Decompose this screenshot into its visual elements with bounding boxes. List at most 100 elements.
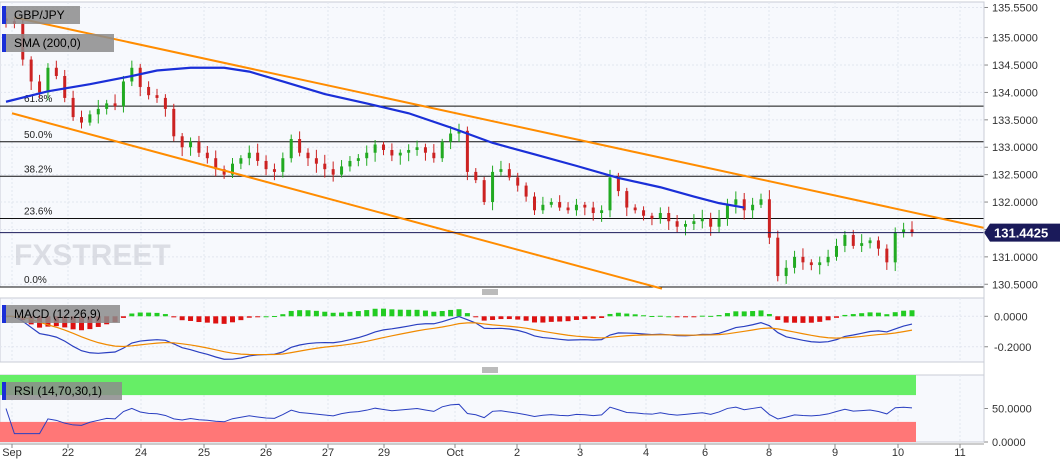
candle-body [541, 204, 545, 211]
candle [566, 202, 570, 214]
candle-body [751, 204, 755, 211]
candle-body [163, 97, 167, 109]
candle-body [314, 158, 318, 164]
macd-hist-bar [590, 316, 596, 319]
macd-hist-bar [397, 309, 403, 317]
candle-body [130, 67, 134, 82]
candle [667, 206, 671, 230]
y-tick-label: 133.5000 [992, 115, 1038, 127]
symbol-label: GBP/JPY [2, 6, 80, 24]
candle [130, 60, 134, 87]
macd-hist-bar [909, 310, 915, 317]
candle [675, 215, 679, 233]
candle-body [675, 221, 679, 227]
macd-hist-bar [741, 311, 747, 317]
candle [835, 238, 838, 261]
candle-body [767, 199, 771, 238]
candle-body [440, 141, 444, 159]
rsi-overbought-band [0, 375, 916, 396]
macd-panel [0, 297, 985, 363]
x-tick-label: 2 [514, 447, 520, 459]
candle-body [742, 199, 746, 211]
macd-hist-bar [850, 314, 856, 317]
candle [608, 169, 612, 218]
candle [507, 163, 511, 181]
macd-hist-bar [624, 313, 630, 317]
macd-hist-bar [691, 316, 697, 318]
candle [742, 192, 746, 220]
panel-label-bg [2, 6, 80, 24]
candle-body [591, 207, 595, 214]
rsi-oversold-band [0, 421, 916, 442]
candle [121, 75, 125, 113]
macd-hist-bar [79, 316, 84, 331]
fib-label: 23.6% [24, 206, 52, 217]
candle-body [239, 158, 243, 164]
macd-hist-bar [464, 313, 470, 317]
macd-hist-bar [179, 316, 185, 321]
candle [801, 248, 805, 270]
macd-line [5, 315, 913, 360]
fib-label: 61.8% [24, 94, 52, 105]
candle-body [625, 191, 629, 208]
candle-body [407, 149, 411, 153]
macd-hist-bar [599, 316, 605, 318]
fib-label: 0.0% [24, 275, 47, 286]
candle [558, 195, 562, 211]
macd-hist-bar [548, 316, 554, 322]
macd-hist-bar [473, 316, 479, 318]
candle [860, 234, 864, 253]
panel-label-marker [2, 305, 6, 323]
macd-hist-bar [649, 315, 655, 317]
panel-resize-handle[interactable] [482, 289, 498, 295]
candle [138, 63, 142, 97]
macd-hist-bar [834, 316, 839, 318]
candle [365, 145, 369, 166]
macd-hist-bar [263, 316, 269, 318]
candle [826, 249, 830, 267]
rsi-y-axis: 50.0000 0.0000 [984, 404, 1032, 449]
panel-label-text: SMA (200,0) [14, 36, 81, 50]
candle-body [826, 256, 830, 263]
panel-label-text: GBP/JPY [14, 8, 65, 22]
candle [155, 88, 159, 103]
candle-body [793, 256, 797, 268]
candle [784, 260, 788, 284]
candle-body [499, 169, 503, 172]
candle [524, 182, 528, 202]
macd-hist-bar [439, 310, 445, 317]
candle [625, 187, 629, 217]
candle-body [482, 180, 486, 203]
candle-body [214, 158, 218, 170]
candle [533, 192, 536, 215]
macd-hist-bar [800, 316, 806, 323]
macd-hist-bar [875, 312, 881, 317]
candle [440, 138, 444, 162]
y-tick-label: 133.0000 [992, 142, 1038, 154]
candle [474, 168, 478, 184]
x-tick-label: 4 [643, 447, 649, 459]
y-tick-label: 0.0000 [992, 437, 1026, 449]
candle [499, 160, 503, 176]
macd-hist-bar [339, 312, 345, 317]
macd-hist-bar [221, 316, 227, 324]
candle-body [382, 144, 385, 150]
candle-body [298, 139, 302, 153]
panel-resize-handle[interactable] [482, 367, 498, 373]
candle-body [247, 152, 251, 159]
candle-body [692, 221, 696, 224]
candle-body [725, 204, 729, 219]
candle-body [876, 240, 880, 249]
macd-hist-bar [582, 316, 588, 320]
candle [373, 140, 377, 162]
candle [700, 209, 704, 229]
y-tick-label: 135.5500 [992, 2, 1038, 14]
panel-label-marker [2, 382, 6, 400]
panel-label-marker [2, 34, 6, 52]
candle [172, 103, 176, 142]
candle-body [801, 256, 805, 263]
macd-hist-bar [255, 316, 261, 318]
macd-hist-bar [783, 316, 789, 323]
candle-body [583, 204, 587, 208]
